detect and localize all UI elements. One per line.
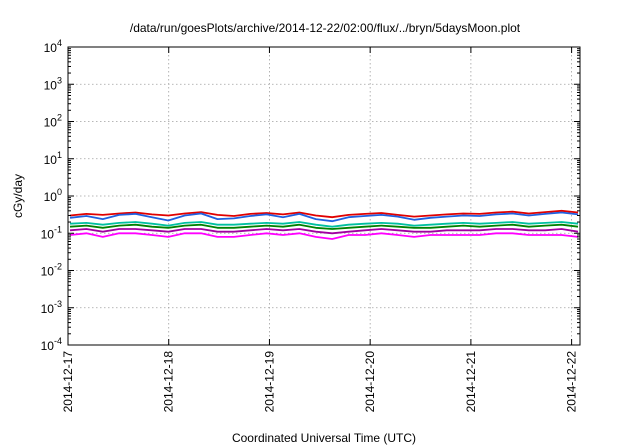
series-line-6 xyxy=(69,232,579,240)
x-tick-label: 2014-12-20 xyxy=(363,351,377,413)
y-tick-label: 104 xyxy=(44,38,62,55)
x-tick-label: 2014-12-18 xyxy=(162,351,176,413)
series-line-4 xyxy=(69,223,579,230)
chart-title: /data/run/goesPlots/archive/2014-12-22/0… xyxy=(130,21,521,35)
series-line-5 xyxy=(69,228,579,235)
tick-layer xyxy=(67,46,580,346)
x-tick-label: 2014-12-17 xyxy=(61,351,75,413)
x-tick-labels: 2014-12-17 2014-12-18 2014-12-19 2014-12-20… xyxy=(61,351,579,413)
x-axis-label: Coordinated Universal Time (UTC) xyxy=(232,431,416,445)
x-tick-label: 2014-12-22 xyxy=(565,351,579,413)
y-tick-label: 10-1 xyxy=(41,224,62,241)
series-line-3 xyxy=(69,221,579,228)
y-axis-label: cGy/day xyxy=(11,174,25,218)
series-layer xyxy=(69,209,579,240)
y-tick-label: 103 xyxy=(44,75,62,92)
y-tick-label: 10-3 xyxy=(41,299,62,316)
y-tick-label: 102 xyxy=(44,113,62,130)
x-tick-label: 2014-12-21 xyxy=(464,351,478,413)
y-tick-label: 10-4 xyxy=(41,336,62,353)
y-tick-label: 101 xyxy=(44,150,62,167)
y-tick-labels: 10-4 10-3 10-2 10-1 100 101 102 103 104 xyxy=(41,38,62,353)
x-tick-label: 2014-12-19 xyxy=(262,351,276,413)
series-line-1 xyxy=(69,209,579,219)
y-tick-label: 10-2 xyxy=(41,262,62,279)
y-tick-label: 100 xyxy=(44,187,62,204)
grid-layer xyxy=(68,47,580,345)
series-line-2 xyxy=(69,211,579,223)
